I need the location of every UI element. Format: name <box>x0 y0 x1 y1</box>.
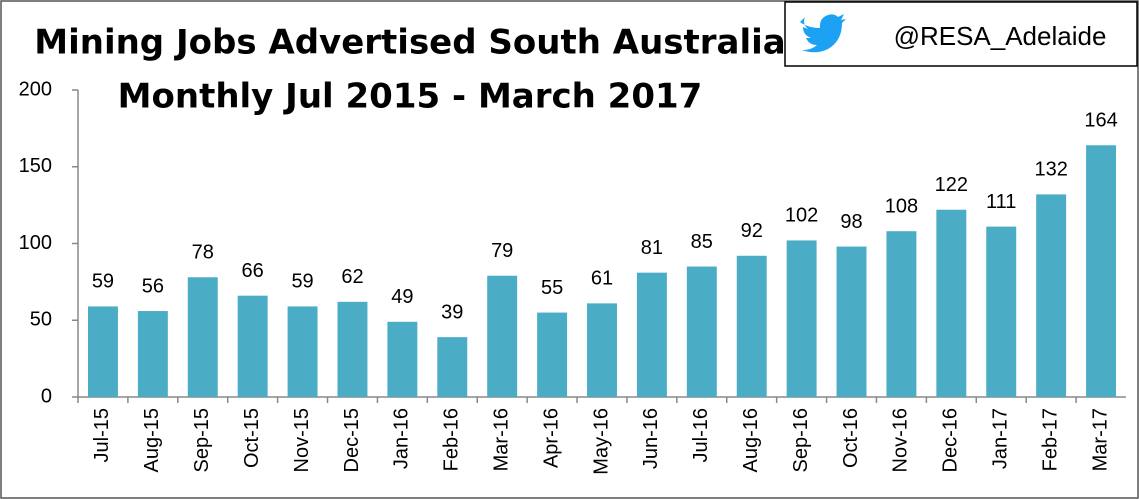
bar <box>437 337 468 397</box>
data-label: 98 <box>840 211 862 233</box>
x-tick-label: Dec-16 <box>940 408 962 472</box>
y-tick-label: 200 <box>19 78 52 100</box>
x-tick-label: Oct-15 <box>241 408 263 468</box>
data-label: 62 <box>341 266 363 288</box>
data-label: 81 <box>641 237 663 259</box>
x-tick-label: Sep-16 <box>790 408 812 473</box>
x-tick-label: Apr-16 <box>540 408 562 468</box>
x-tick-label: Jul-16 <box>690 408 712 462</box>
bar <box>636 272 667 397</box>
y-tick-label: 0 <box>41 385 52 407</box>
bar <box>187 277 218 397</box>
data-label: 59 <box>291 271 313 293</box>
data-label: 92 <box>741 220 763 242</box>
handle-box <box>784 1 1138 67</box>
x-tick-label: Dec-15 <box>341 408 363 472</box>
data-label: 66 <box>242 260 264 282</box>
x-tick-label: Jul-15 <box>91 408 113 462</box>
y-tick-label: 150 <box>19 155 52 177</box>
x-tick-label: Mar-17 <box>1089 408 1111 471</box>
bar <box>886 231 917 397</box>
bar <box>986 226 1017 397</box>
data-label: 111 <box>986 191 1016 213</box>
data-label: 78 <box>192 242 214 264</box>
data-label: 59 <box>92 271 114 293</box>
x-tick-label: Feb-16 <box>441 408 463 471</box>
x-tick-label: Nov-16 <box>890 408 912 472</box>
x-tick-label: Jan-17 <box>990 408 1012 469</box>
x-tick-label: Sep-15 <box>191 408 213 473</box>
x-tick-label: Oct-16 <box>840 408 862 468</box>
data-label: 56 <box>142 275 164 297</box>
bar <box>936 209 967 397</box>
bar <box>237 295 268 397</box>
bar <box>337 301 368 397</box>
data-label: 79 <box>491 240 513 262</box>
data-label: 122 <box>935 174 968 196</box>
x-tick-label: Aug-16 <box>740 408 762 473</box>
data-label: 164 <box>1084 110 1117 132</box>
data-label: 49 <box>391 286 413 308</box>
y-tick-label: 50 <box>30 309 52 331</box>
handle: @RESA_Adelaide <box>894 21 1107 51</box>
x-tick-label: Jun-16 <box>640 408 662 469</box>
bar <box>137 311 168 397</box>
data-label: 132 <box>1034 159 1067 181</box>
bar <box>836 246 867 397</box>
x-tick-label: May-16 <box>590 408 612 475</box>
bar <box>387 321 418 397</box>
bar <box>686 266 717 397</box>
chart-title: Mining Jobs Advertised South Australia <box>34 23 786 63</box>
y-tick-label: 100 <box>19 232 52 254</box>
bar <box>736 255 767 397</box>
data-label: 55 <box>541 277 563 299</box>
data-label: 61 <box>591 268 613 290</box>
bar <box>1036 194 1067 397</box>
bar <box>587 303 617 397</box>
data-label: 85 <box>691 231 713 253</box>
bar <box>1086 145 1117 397</box>
bar <box>537 312 568 397</box>
twitter-icon <box>800 14 846 53</box>
data-label: 39 <box>441 301 463 323</box>
bar <box>87 306 118 397</box>
data-label: 108 <box>885 196 918 218</box>
x-tick-label: Feb-17 <box>1039 408 1061 471</box>
x-tick-label: Mar-16 <box>490 408 512 471</box>
chart-subtitle: Monthly Jul 2015 - March 2017 <box>118 77 703 117</box>
bar <box>786 240 817 397</box>
bar <box>487 275 518 397</box>
x-tick-label: Jan-16 <box>391 408 413 469</box>
data-label: 102 <box>785 205 818 227</box>
x-tick-label: Nov-15 <box>291 408 313 472</box>
bar <box>287 306 318 397</box>
x-tick-label: Aug-15 <box>141 408 163 473</box>
